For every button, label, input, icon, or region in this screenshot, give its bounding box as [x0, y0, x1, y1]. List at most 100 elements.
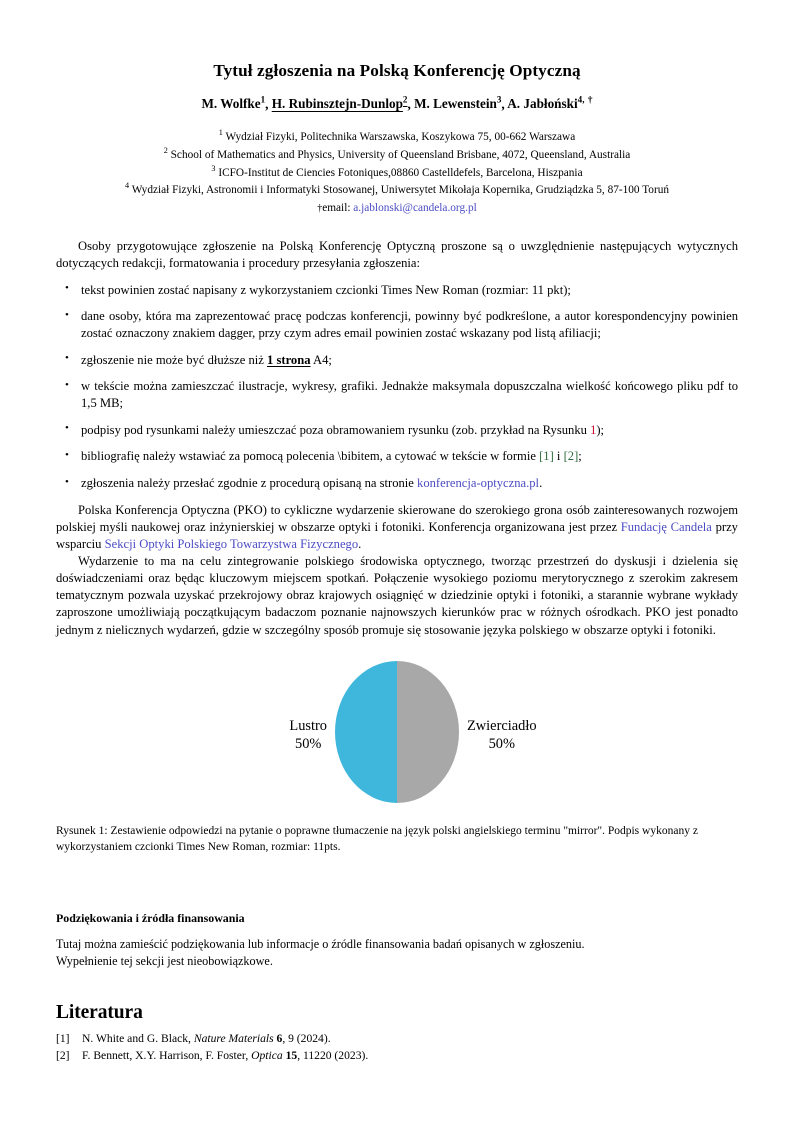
bibliography-entry-authors: F. Bennett, X.Y. Harrison, F. Foster, — [82, 1049, 249, 1063]
guideline-text: ; — [578, 449, 582, 464]
affiliation-item: 4 Wydział Fizyki, Astronomii i Informaty… — [56, 180, 738, 198]
list-item-font: tekst powinien zostać napisany z wykorzy… — [56, 281, 738, 299]
body-paragraph-2: Wydarzenie to ma na celu zintegrowanie p… — [56, 554, 738, 637]
author-affiliation-marker: 2 — [402, 94, 408, 105]
author-entry-corresponding: A. Jabłoński4, † — [507, 94, 593, 111]
corresponding-email-line: †email: a.jablonski@candela.org.pl — [56, 200, 738, 216]
pie-slice-lustro — [335, 660, 397, 803]
list-item-captions: podpisy pod rysunkami należy umieszczać … — [56, 421, 738, 439]
list-item-submission: zgłoszenia należy przesłać zgodnie z pro… — [56, 475, 738, 492]
document-content: Tytuł zgłoszenia na Polską Konferencję O… — [56, 60, 738, 1065]
figure-reference-link[interactable]: 1 — [590, 422, 597, 437]
pie-label-name: Zwierciadło — [467, 717, 537, 734]
acknowledgements-line-2: Wypełnienie tej sekcji jest nieobowiązko… — [56, 954, 273, 969]
citation-link-1[interactable]: [1] — [539, 449, 554, 464]
bibliography-entry: [1] N. White and G. Black, Nature Materia… — [56, 1031, 738, 1048]
pie-label-name: Lustro — [289, 717, 327, 734]
author-affiliation-marker: 1 — [260, 94, 266, 105]
author-affiliation-marker: 3 — [496, 94, 502, 105]
email-link[interactable]: a.jablonski@candela.org.pl — [353, 202, 477, 215]
guideline-emphasis: 1 strona — [267, 352, 311, 367]
affiliation-marker: 1 — [218, 128, 223, 138]
author-entry: M. Wolfke1 — [201, 94, 266, 111]
author-affiliation-marker: 4, — [577, 94, 585, 105]
bibliography-heading: Literatura — [56, 1002, 143, 1024]
bibliography-entry-volume: 6 — [276, 1032, 283, 1046]
bibliography-entry-number: [2] — [56, 1049, 70, 1063]
pie-chart: Lustro 50% Zwierciadło 50% — [56, 657, 738, 807]
dagger-icon: † — [317, 203, 323, 215]
acknowledgements-body: Tutaj można zamieścić podziękowania lub … — [56, 936, 738, 971]
author-list: M. Wolfke1, H. Rubinsztejn-Dunlop2, M. L… — [56, 95, 738, 113]
body-paragraph-1: Polska Konferencja Optyczna (PKO) to cyk… — [56, 502, 738, 553]
pie-label-value: 50% — [295, 736, 322, 753]
author-name: M. Wolfke — [201, 95, 261, 111]
figure-caption-label: Rysunek 1: — [56, 824, 108, 837]
guideline-text: tekst powinien zostać napisany z wykorzy… — [81, 282, 571, 297]
guideline-text: dane osoby, która ma zaprezentować pracę… — [81, 309, 738, 341]
bibliography-entry-pages: , 11220 (2023). — [297, 1049, 369, 1063]
bibliography-entry-number: [1] — [56, 1032, 70, 1046]
bibliography-section: Literatura [1] N. White and G. Black, Nat… — [56, 1002, 738, 1065]
pie-label-zwierciadlo: Zwierciadło 50% — [467, 717, 537, 754]
author-separator: , — [265, 95, 272, 111]
guideline-text: ); — [596, 422, 605, 437]
author-entry-presenting: H. Rubinsztejn-Dunlop2 — [271, 94, 408, 111]
body-text: Polska Konferencja Optyczna (PKO) to cyk… — [56, 502, 738, 639]
figure-caption-line1: Zestawienie odpowiedzi na pytanie o popr… — [107, 824, 605, 837]
author-name: M. Lewenstein — [414, 95, 497, 111]
pie-label-value: 50% — [488, 736, 515, 753]
author-name-presenting: H. Rubinsztejn-Dunlop — [271, 95, 403, 111]
guideline-text: podpisy pod rysunkami należy umieszczać … — [81, 422, 591, 437]
bibliography-entry-volume: 15 — [285, 1049, 298, 1063]
pie-circle — [335, 660, 459, 803]
bibliography-entry-authors: N. White and G. Black, — [82, 1032, 191, 1046]
guidelines-list: tekst powinien zostać napisany z wykorzy… — [56, 281, 738, 493]
corresponding-dagger-icon: † — [587, 95, 593, 106]
affiliation-item: 3 ICFO-Institut de Ciencies Fotoniques,0… — [56, 163, 738, 181]
list-item-figures-size: w tekście można zamieszczać ilustracje, … — [56, 378, 738, 412]
foundation-link[interactable]: Fundację Candela — [620, 520, 712, 535]
guideline-text: . — [539, 476, 543, 491]
list-item-bibliography: bibliografię należy wstawiać za pomocą p… — [56, 448, 738, 465]
guideline-text: i — [553, 449, 564, 464]
author-separator: , — [407, 95, 415, 111]
guideline-text: bibliografię należy wstawiać za pomocą p… — [81, 449, 540, 464]
intro-paragraph: Osoby przygotowujące zgłoszenie na Polsk… — [56, 239, 738, 271]
affiliation-list: 1 Wydział Fizyki, Politechnika Warszawsk… — [56, 127, 738, 198]
body-text-segment: przy wsparciu — [56, 520, 738, 552]
pie-slice-zwierciadlo — [397, 660, 459, 803]
acknowledgements-line-1: Tutaj można zamieścić podziękowania lub … — [56, 936, 585, 951]
pie-label-lustro: Lustro 50% — [289, 717, 327, 754]
conference-website-link[interactable]: konferencja-optyczna.pl — [417, 476, 540, 491]
page-title: Tytuł zgłoszenia na Polską Konferencję O… — [213, 61, 581, 80]
affiliation-marker: 2 — [163, 145, 168, 155]
affiliation-marker: 4 — [124, 181, 130, 191]
citation-link-2[interactable]: [2] — [563, 449, 579, 464]
bibliography-entry-journal: Nature Materials — [193, 1032, 274, 1046]
author-separator: , — [501, 95, 508, 111]
figure-1: Lustro 50% Zwierciadło 50% — [56, 657, 738, 809]
list-item-length: zgłoszenie nie może być dłuższe niż 1 st… — [56, 351, 738, 369]
guideline-text: zgłoszenie nie może być dłuższe niż — [81, 352, 268, 367]
body-text-segment: . — [358, 537, 362, 552]
optics-section-link[interactable]: Sekcji Optyki Polskiego Towarzystwa Fizy… — [104, 537, 359, 552]
affiliation-marker: 3 — [211, 163, 216, 173]
bibliography-entry-journal: Optica — [251, 1049, 283, 1063]
affiliation-text: ICFO-Institut de Ciencies Fotoniques,088… — [218, 166, 583, 179]
acknowledgements-section: Podziękowania i źródła finansowania Tuta… — [56, 911, 738, 971]
bibliography-entry: [2] F. Bennett, X.Y. Harrison, F. Foster,… — [56, 1048, 738, 1065]
guideline-text: zgłoszenia należy przesłać zgodnie z pro… — [81, 476, 418, 491]
bibliography-entry-pages: , 9 (2024). — [282, 1032, 331, 1046]
author-name: A. Jabłoński — [507, 95, 578, 111]
body-text-segment: Polska Konferencja Optyczna (PKO) to cyk… — [56, 503, 738, 535]
figure-caption: Rysunek 1: Zestawienie odpowiedzi na pyt… — [56, 823, 738, 855]
list-item-presenting-author: dane osoby, która ma zaprezentować pracę… — [56, 308, 738, 342]
guideline-text: A4; — [310, 352, 332, 367]
affiliation-text: Wydział Fizyki, Politechnika Warszawska,… — [225, 130, 576, 143]
affiliation-item: 1 Wydział Fizyki, Politechnika Warszawsk… — [56, 127, 738, 145]
affiliation-text: Wydział Fizyki, Astronomii i Informatyki… — [131, 184, 670, 197]
email-label: email: — [322, 202, 351, 215]
figure-caption-line2: Podpis wykonany z wykorzystaniem czcionk… — [56, 824, 698, 853]
